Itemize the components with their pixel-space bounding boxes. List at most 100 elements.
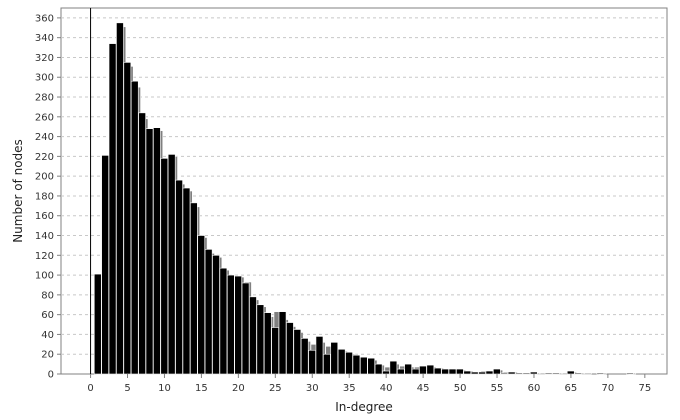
front-bar-42	[396, 368, 405, 375]
front-bar-17	[212, 254, 220, 375]
front-bar-52	[470, 371, 479, 375]
front-bar-57	[507, 371, 516, 375]
front-bar-69	[596, 372, 605, 375]
x-tick-label: 10	[158, 383, 171, 394]
front-bar-35	[345, 351, 353, 375]
front-bar-46	[426, 364, 435, 375]
front-bar-34	[337, 348, 346, 375]
y-tick-label: 220	[35, 152, 54, 163]
front-bar-2	[101, 155, 109, 375]
y-tick-label: 200	[35, 172, 54, 183]
front-bar-24	[263, 312, 272, 375]
front-bar-41	[389, 360, 398, 375]
front-bar-51	[463, 370, 472, 375]
front-bar-58	[515, 372, 523, 375]
x-tick-label: 25	[269, 383, 282, 394]
front-bar-18	[219, 267, 228, 375]
front-bar-55	[493, 368, 501, 375]
front-bar-63	[552, 372, 560, 375]
front-bar-28	[293, 329, 302, 375]
front-bar-22	[249, 296, 257, 375]
y-tick-label: 240	[35, 132, 54, 143]
x-tick-label: 40	[380, 383, 393, 394]
front-bar-33	[330, 342, 339, 375]
front-bar-8	[145, 128, 154, 375]
x-tick-label: 15	[195, 383, 208, 394]
front-bar-47	[433, 367, 442, 375]
front-bar-53	[478, 371, 486, 375]
front-bar-13	[182, 187, 191, 375]
y-tick-label: 40	[41, 330, 54, 341]
front-bar-1	[93, 273, 102, 375]
front-bar-60	[529, 371, 538, 375]
y-tick-label: 160	[35, 211, 54, 222]
x-tick-label: 30	[306, 383, 319, 394]
front-bar-14	[190, 202, 198, 375]
x-tick-label: 35	[343, 383, 356, 394]
y-tick-label: 80	[41, 290, 54, 301]
x-tick-label: 20	[232, 383, 245, 394]
front-bar-29	[300, 338, 309, 375]
front-bar-9	[153, 127, 161, 375]
y-tick-label: 260	[35, 112, 54, 123]
y-tick-label: 140	[35, 231, 54, 242]
front-bar-27	[286, 322, 294, 375]
front-bar-56	[500, 372, 509, 375]
front-bar-39	[374, 363, 383, 375]
front-bar-45	[419, 365, 427, 375]
front-bar-12	[175, 179, 183, 375]
front-bar-30	[308, 349, 316, 375]
y-tick-label: 0	[48, 370, 54, 381]
front-bar-26	[278, 311, 287, 375]
x-tick-label: 45	[417, 383, 430, 394]
front-bar-15	[197, 235, 206, 375]
front-bar-7	[138, 112, 146, 375]
front-bar-44	[411, 368, 420, 375]
y-axis-title: Number of nodes	[11, 139, 25, 243]
front-bar-49	[448, 368, 457, 375]
x-tick-label: 50	[454, 383, 467, 394]
front-bar-59	[522, 372, 531, 375]
front-bar-43	[404, 363, 412, 375]
front-bar-40	[382, 370, 390, 375]
y-tick-label: 120	[35, 251, 54, 262]
front-bar-25	[271, 327, 279, 375]
front-bar-54	[485, 370, 494, 375]
front-bar-10	[160, 158, 169, 375]
front-bar-3	[108, 43, 117, 375]
front-bar-36	[352, 354, 361, 375]
x-tick-label: 65	[565, 383, 578, 394]
front-bar-6	[130, 80, 139, 375]
front-bar-11	[167, 154, 176, 375]
front-bar-21	[241, 282, 250, 375]
x-tick-label: 75	[638, 383, 651, 394]
front-bar-16	[204, 249, 213, 375]
grid-lines	[61, 17, 667, 355]
front-bar-5	[123, 62, 132, 375]
front-bar-73	[626, 372, 634, 375]
front-bar-50	[456, 368, 464, 375]
front-bar-32	[323, 353, 331, 375]
y-tick-label: 100	[35, 271, 54, 282]
x-tick-label: 55	[491, 383, 504, 394]
x-tick-label: 60	[528, 383, 541, 394]
front-bar-4	[116, 22, 124, 375]
y-tick-label: 320	[35, 53, 54, 64]
y-tick-label: 60	[41, 310, 54, 321]
back-bar-67	[584, 372, 592, 375]
y-tick-label: 20	[41, 350, 54, 361]
front-series-bars	[93, 22, 634, 375]
y-tick-label: 180	[35, 191, 54, 202]
front-bar-62	[544, 372, 553, 375]
x-tick-label: 5	[124, 383, 130, 394]
front-bar-23	[256, 304, 265, 375]
front-bar-66	[574, 372, 582, 375]
y-tick-label: 300	[35, 73, 54, 84]
x-axis-title: In-degree	[335, 400, 393, 414]
front-bar-48	[441, 368, 449, 375]
y-axis-ticks: 0 20 40 60 80 100 120 140 160 180 200 220 240 260 280 3…	[35, 13, 61, 381]
front-bar-20	[234, 275, 242, 375]
x-axis-ticks: 0 5 10 15 20 25 30 35 40 45 50 55 60 65 70 75	[87, 374, 651, 394]
x-tick-label: 70	[602, 383, 615, 394]
